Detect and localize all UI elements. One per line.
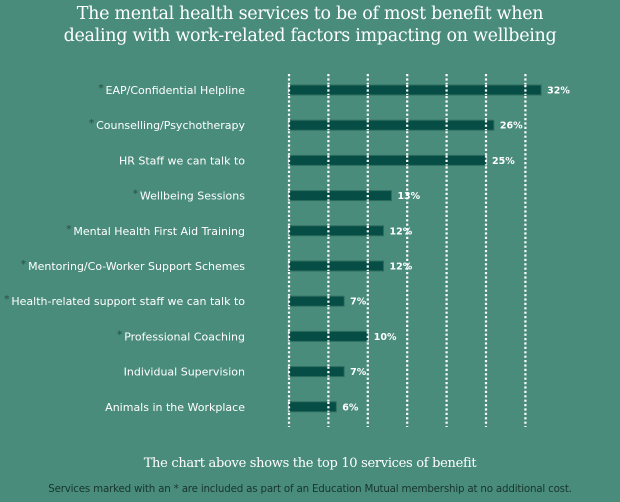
value-label: 25%	[492, 156, 515, 167]
value-label: 26%	[500, 121, 523, 132]
category-labels: EAP/Confidential Helpline*Counselling/Ps…	[4, 83, 245, 414]
value-label: 7%	[350, 367, 367, 378]
bar	[288, 190, 392, 202]
membership-asterisk-icon: *	[117, 329, 123, 340]
membership-asterisk-icon: *	[98, 83, 104, 94]
chart-title: The mental health services to be of most…	[0, 3, 620, 47]
value-label: 13%	[397, 191, 420, 202]
membership-asterisk-icon: *	[4, 294, 10, 305]
membership-asterisk-icon: *	[21, 259, 27, 270]
category-label: Professional Coaching	[124, 330, 245, 343]
bar	[288, 366, 345, 378]
value-label: 6%	[342, 402, 359, 413]
bar	[288, 225, 385, 237]
bar	[288, 260, 385, 272]
category-label: HR Staff we can talk to	[119, 154, 245, 167]
footnote: Services marked with an * are included a…	[48, 483, 572, 495]
chart-caption: The chart above shows the top 10 service…	[143, 456, 477, 471]
category-label: Animals in the Workplace	[105, 401, 245, 414]
value-label: 12%	[390, 262, 413, 273]
chart-title-line-2: dealing with work-related factors impact…	[63, 26, 557, 46]
value-label: 32%	[547, 86, 570, 97]
membership-asterisk-icon: *	[133, 189, 139, 200]
value-label: 10%	[374, 332, 397, 343]
bar	[288, 154, 487, 166]
category-label: Individual Supervision	[124, 366, 245, 379]
bars	[287, 84, 542, 413]
bar-chart: EAP/Confidential Helpline*Counselling/Ps…	[4, 74, 570, 427]
membership-asterisk-icon: *	[66, 224, 72, 235]
category-label: Mentoring/Co-Worker Support Schemes	[28, 260, 245, 273]
category-label: EAP/Confidential Helpline	[106, 84, 246, 97]
gridlines	[287, 74, 527, 427]
category-label: Counselling/Psychotherapy	[96, 119, 245, 132]
bar	[288, 84, 542, 96]
value-label: 12%	[390, 226, 413, 237]
category-label: Mental Health First Aid Training	[73, 225, 245, 238]
value-label: 7%	[350, 297, 367, 308]
value-labels: 32% 26% 25% 13% 12% 12% 7% 10% 7% 6%	[342, 86, 570, 414]
category-label: Wellbeing Sessions	[140, 190, 245, 203]
chart-title-line-1: The mental health services to be of most…	[76, 4, 544, 24]
membership-asterisk-icon: *	[89, 118, 95, 129]
bar	[288, 119, 495, 131]
category-label: Health-related support staff we can talk…	[11, 295, 245, 308]
bar	[288, 295, 345, 307]
